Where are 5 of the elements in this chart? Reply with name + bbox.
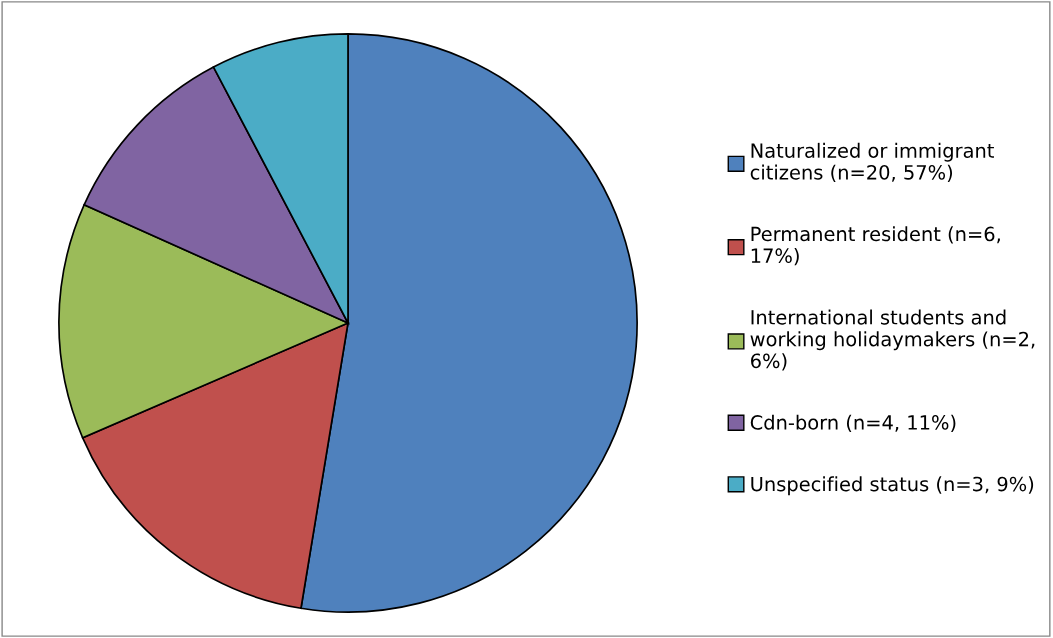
legend-label: International students and working holidaymakers (n=2, 6%) — [750, 309, 1035, 371]
legend-label: Naturalized or immigrant citizens (n=20, 57%) — [750, 142, 994, 182]
legend-label: Unspecified status (n=3, 9%) — [751, 476, 1034, 496]
legend-label: Permanent resident (n=6, 17%) — [751, 226, 1000, 266]
legend-label: Cdn-born (n=4, 11%) — [750, 414, 956, 433]
